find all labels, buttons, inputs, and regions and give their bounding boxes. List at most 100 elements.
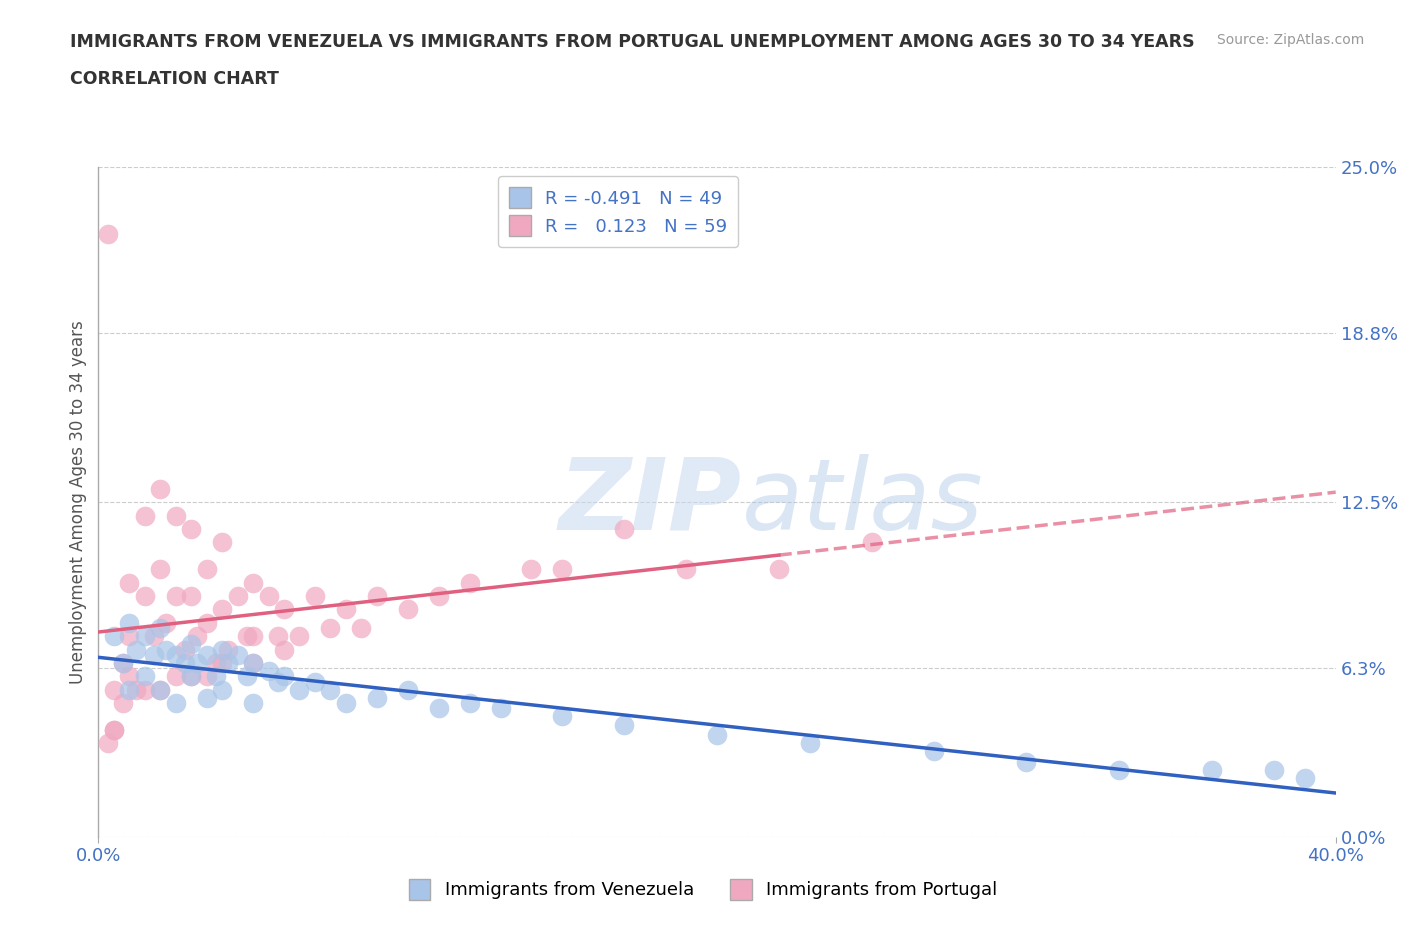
Point bbox=[112, 696, 135, 711]
Point bbox=[520, 562, 543, 577]
Point bbox=[149, 620, 172, 635]
Point bbox=[366, 690, 388, 705]
Point bbox=[396, 602, 419, 617]
Point bbox=[217, 656, 239, 671]
Point bbox=[273, 602, 295, 617]
Point bbox=[149, 683, 172, 698]
Point bbox=[118, 629, 141, 644]
Point bbox=[165, 696, 187, 711]
Point bbox=[195, 562, 218, 577]
Point bbox=[551, 709, 574, 724]
Point bbox=[458, 696, 481, 711]
Point bbox=[236, 629, 259, 644]
Point bbox=[396, 683, 419, 698]
Point bbox=[211, 535, 233, 550]
Point bbox=[205, 669, 228, 684]
Point bbox=[112, 656, 135, 671]
Point bbox=[118, 683, 141, 698]
Point bbox=[134, 508, 156, 523]
Point bbox=[335, 696, 357, 711]
Point bbox=[165, 669, 187, 684]
Point bbox=[1015, 754, 1038, 769]
Point bbox=[134, 629, 156, 644]
Point bbox=[149, 562, 172, 577]
Point bbox=[165, 589, 187, 604]
Point bbox=[489, 701, 512, 716]
Point bbox=[174, 642, 197, 657]
Point bbox=[257, 663, 280, 678]
Point bbox=[211, 656, 233, 671]
Point bbox=[186, 656, 208, 671]
Point bbox=[860, 535, 883, 550]
Text: IMMIGRANTS FROM VENEZUELA VS IMMIGRANTS FROM PORTUGAL UNEMPLOYMENT AMONG AGES 30: IMMIGRANTS FROM VENEZUELA VS IMMIGRANTS … bbox=[70, 33, 1195, 50]
Point bbox=[288, 629, 311, 644]
Point bbox=[211, 602, 233, 617]
Point bbox=[103, 723, 125, 737]
Point bbox=[118, 575, 141, 590]
Point bbox=[195, 690, 218, 705]
Point bbox=[319, 620, 342, 635]
Point bbox=[180, 669, 202, 684]
Point bbox=[118, 669, 141, 684]
Point bbox=[273, 669, 295, 684]
Y-axis label: Unemployment Among Ages 30 to 34 years: Unemployment Among Ages 30 to 34 years bbox=[69, 320, 87, 684]
Point bbox=[427, 589, 450, 604]
Legend: Immigrants from Venezuela, Immigrants from Portugal: Immigrants from Venezuela, Immigrants fr… bbox=[401, 871, 1005, 907]
Point bbox=[180, 589, 202, 604]
Point bbox=[335, 602, 357, 617]
Point bbox=[134, 669, 156, 684]
Point bbox=[217, 642, 239, 657]
Point bbox=[226, 647, 249, 662]
Point bbox=[613, 717, 636, 732]
Point bbox=[112, 656, 135, 671]
Point bbox=[288, 683, 311, 698]
Point bbox=[211, 642, 233, 657]
Point bbox=[319, 683, 342, 698]
Point bbox=[155, 642, 177, 657]
Point bbox=[149, 482, 172, 497]
Point bbox=[165, 647, 187, 662]
Point bbox=[118, 616, 141, 631]
Point bbox=[366, 589, 388, 604]
Point bbox=[103, 723, 125, 737]
Point bbox=[143, 647, 166, 662]
Point bbox=[165, 508, 187, 523]
Point bbox=[124, 642, 146, 657]
Point bbox=[1294, 771, 1316, 786]
Point bbox=[103, 629, 125, 644]
Legend: R = -0.491   N = 49, R =   0.123   N = 59: R = -0.491 N = 49, R = 0.123 N = 59 bbox=[498, 177, 738, 247]
Point bbox=[211, 683, 233, 698]
Point bbox=[257, 589, 280, 604]
Point bbox=[97, 736, 120, 751]
Point bbox=[242, 656, 264, 671]
Point bbox=[242, 575, 264, 590]
Point bbox=[134, 589, 156, 604]
Point bbox=[205, 656, 228, 671]
Point bbox=[186, 629, 208, 644]
Point bbox=[427, 701, 450, 716]
Point bbox=[1201, 763, 1223, 777]
Point bbox=[155, 616, 177, 631]
Point bbox=[97, 227, 120, 242]
Text: CORRELATION CHART: CORRELATION CHART bbox=[70, 70, 280, 87]
Point bbox=[267, 674, 290, 689]
Point bbox=[180, 637, 202, 652]
Point bbox=[458, 575, 481, 590]
Point bbox=[180, 522, 202, 537]
Point bbox=[799, 736, 821, 751]
Point bbox=[103, 683, 125, 698]
Point bbox=[304, 674, 326, 689]
Point bbox=[273, 642, 295, 657]
Point bbox=[242, 629, 264, 644]
Point bbox=[236, 669, 259, 684]
Point bbox=[267, 629, 290, 644]
Point bbox=[143, 629, 166, 644]
Point bbox=[195, 647, 218, 662]
Point bbox=[195, 616, 218, 631]
Point bbox=[195, 669, 218, 684]
Text: ZIP: ZIP bbox=[558, 454, 742, 551]
Point bbox=[350, 620, 373, 635]
Point bbox=[242, 696, 264, 711]
Point bbox=[922, 744, 945, 759]
Point bbox=[551, 562, 574, 577]
